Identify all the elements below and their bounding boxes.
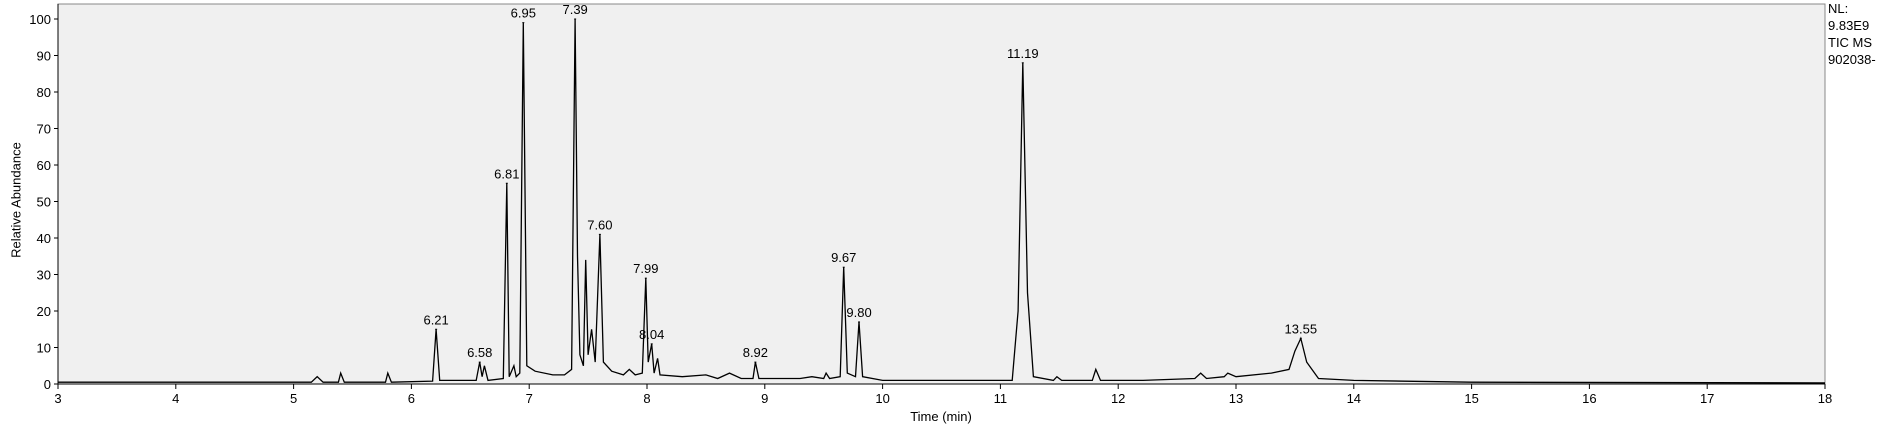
x-tick-label: 15 — [1464, 391, 1478, 406]
peak-label: 11.19 — [1007, 46, 1039, 61]
x-tick-label: 4 — [172, 391, 179, 406]
y-tick-label: 70 — [37, 122, 51, 137]
peak-label: 9.67 — [831, 250, 856, 265]
trace — [58, 18, 1826, 384]
y-tick-label: 80 — [37, 85, 51, 100]
y-tick-label: 60 — [37, 158, 51, 173]
peak-label: 7.39 — [562, 2, 587, 17]
y-axis-label: Relative Abundance — [8, 142, 23, 258]
x-tick-label: 13 — [1229, 391, 1243, 406]
peak-label: 6.21 — [423, 312, 448, 327]
y-tick-label: 10 — [37, 341, 51, 356]
y-tick-label: 50 — [37, 195, 51, 210]
y-tick-label: 20 — [37, 304, 51, 319]
peak-label: 8.92 — [743, 345, 768, 360]
peak-label: 8.04 — [639, 327, 664, 342]
x-tick-label: 18 — [1818, 391, 1832, 406]
peak-label: 7.99 — [633, 261, 658, 276]
y-tick-label: 30 — [37, 268, 51, 283]
x-tick-label: 5 — [290, 391, 297, 406]
plot-area — [57, 3, 1826, 385]
x-tick-label: 8 — [643, 391, 650, 406]
peak-label: 7.60 — [587, 217, 612, 232]
peak-label: 9.80 — [846, 305, 871, 320]
x-tick-label: 14 — [1347, 391, 1361, 406]
info-text: 9.83E9 — [1828, 18, 1869, 33]
info-text: 902038- — [1828, 52, 1876, 67]
x-axis-label: Time (min) — [910, 409, 972, 424]
x-tick-label: 11 — [994, 391, 1008, 406]
y-tick-label: 0 — [44, 377, 51, 392]
y-tick-label: 40 — [37, 231, 51, 246]
peak-label: 6.58 — [467, 345, 492, 360]
x-tick-label: 6 — [408, 391, 415, 406]
x-tick-label: 9 — [761, 391, 768, 406]
peak-label: 6.81 — [494, 166, 519, 181]
x-tick-label: 7 — [526, 391, 533, 406]
x-tick-label: 10 — [875, 391, 889, 406]
x-tick-label: 12 — [1111, 391, 1125, 406]
y-tick-label: 100 — [29, 12, 51, 27]
x-tick-label: 17 — [1700, 391, 1714, 406]
info-text: TIC MS — [1828, 35, 1872, 50]
peak-label: 13.55 — [1285, 321, 1318, 336]
y-tick-label: 90 — [37, 49, 51, 64]
x-tick-label: 16 — [1582, 391, 1596, 406]
info-text: NL: — [1828, 1, 1848, 16]
peak-label: 6.95 — [511, 6, 536, 21]
x-tick-label: 3 — [54, 391, 61, 406]
